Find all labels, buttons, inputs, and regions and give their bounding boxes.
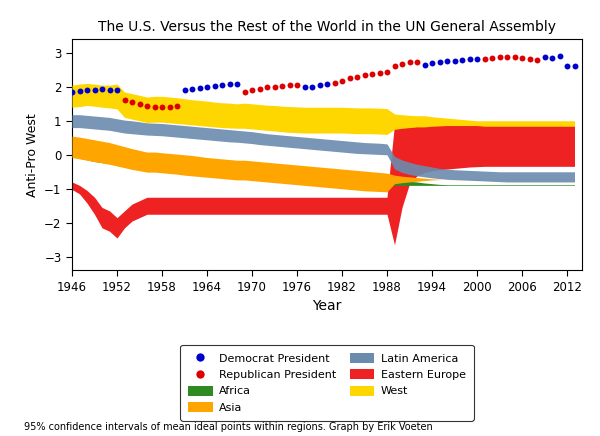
Point (390, 63, 400, 70)
X-axis label: Year: Year (313, 299, 341, 313)
Point (307, 83, 317, 90)
Point (285, 82, 295, 89)
Point (382, 68, 392, 75)
Point (562, 62, 572, 69)
Point (300, 84, 310, 91)
Point (240, 89, 250, 95)
Point (412, 59, 422, 66)
Point (540, 54, 550, 61)
Point (427, 60, 437, 67)
Text: 95% confidence intervals of mean ideal points within regions. Graph by Erik Voet: 95% confidence intervals of mean ideal p… (24, 422, 433, 432)
Point (277, 83, 287, 90)
Point (224, 81, 234, 88)
Point (202, 83, 212, 90)
Point (517, 54, 527, 61)
Legend: Democrat President, Republican President, Africa, Asia, Latin America, Eastern E: Democrat President, Republican President… (181, 345, 473, 421)
Point (450, 57, 460, 64)
Point (315, 82, 325, 89)
Point (524, 55, 535, 62)
Point (367, 71, 377, 78)
Point (330, 80, 340, 87)
Point (360, 72, 370, 78)
Point (150, 103, 160, 110)
Point (82, 87, 92, 94)
Point (210, 83, 220, 90)
Point (487, 54, 497, 61)
Point (262, 84, 272, 91)
Point (502, 54, 512, 61)
Point (194, 85, 204, 92)
Point (352, 73, 362, 80)
Point (120, 96, 130, 103)
Point (434, 59, 444, 66)
Point (105, 86, 115, 93)
Point (270, 83, 280, 90)
Point (180, 87, 190, 94)
Point (472, 55, 482, 62)
Point (164, 103, 175, 110)
Point (67, 89, 77, 95)
Point (397, 60, 407, 67)
Point (442, 58, 452, 65)
Point (494, 54, 504, 61)
Point (97, 86, 107, 93)
Point (337, 77, 347, 84)
Title: The U.S. Versus the Rest of the World in the UN General Assembly: The U.S. Versus the Rest of the World in… (98, 20, 556, 34)
Point (570, 63, 580, 70)
Point (420, 61, 430, 68)
Point (532, 56, 542, 63)
Point (134, 100, 145, 107)
Point (480, 55, 490, 62)
Point (292, 82, 302, 89)
Point (465, 55, 475, 62)
Point (172, 102, 182, 109)
Point (187, 86, 197, 93)
Y-axis label: Anti-Pro West: Anti-Pro West (26, 113, 38, 197)
Point (247, 87, 257, 94)
Point (255, 85, 265, 92)
Point (232, 81, 242, 88)
Point (90, 86, 100, 93)
Point (322, 81, 332, 88)
Point (217, 82, 227, 89)
Point (142, 102, 152, 109)
Point (555, 53, 565, 60)
Point (112, 87, 122, 94)
Point (157, 104, 167, 111)
Point (374, 70, 385, 77)
Point (457, 56, 467, 63)
Point (127, 99, 137, 106)
Point (404, 59, 414, 66)
Point (510, 54, 520, 61)
Point (74, 87, 84, 94)
Point (547, 54, 557, 61)
Point (344, 75, 354, 82)
